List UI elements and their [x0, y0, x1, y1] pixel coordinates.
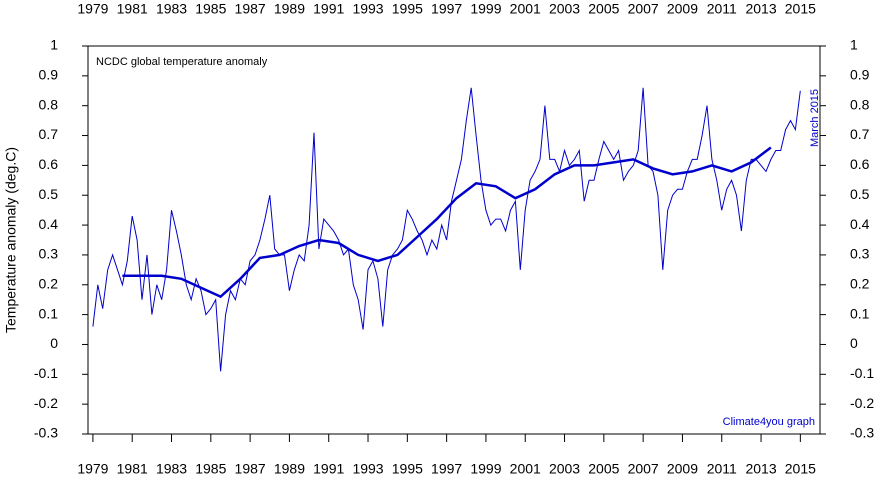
y2-tick-label: -0.3: [850, 425, 874, 441]
x-tick-label: 1999: [470, 461, 501, 477]
x-top-tick-label: 1981: [117, 1, 148, 17]
y2-tick-label: 0.9: [850, 67, 870, 83]
series-line: [122, 146, 772, 299]
x-top-tick-label: 1997: [431, 1, 462, 17]
x-tick-label: 1989: [274, 461, 305, 477]
y-tick-label: 0.5: [39, 186, 59, 202]
y-tick-label: 0.8: [39, 96, 59, 112]
annotation: March 2015: [809, 89, 821, 147]
x-top-tick-label: 1979: [77, 1, 108, 17]
y2-tick-label: 0.8: [850, 96, 870, 112]
y-tick-label: 0.3: [39, 246, 59, 262]
y-tick-label: 0.4: [39, 216, 59, 232]
x-top-tick-label: 2011: [707, 1, 737, 17]
x-tick-label: 2007: [628, 461, 659, 477]
x-top-tick-label: 1993: [352, 1, 383, 17]
x-tick-label: 1991: [313, 461, 344, 477]
y-axis-label: Temperature anomaly (deg.C): [3, 147, 19, 333]
x-tick-label: 2015: [785, 461, 816, 477]
y2-tick-label: 0.5: [850, 186, 870, 202]
x-top-tick-label: 1983: [156, 1, 187, 17]
y-tick-label: 0.1: [39, 305, 59, 321]
x-tick-label: 2011: [707, 461, 737, 477]
y-tick-label: -0.3: [34, 425, 58, 441]
x-top-tick-label: 2015: [785, 1, 816, 17]
x-tick-label: 1983: [156, 461, 187, 477]
x-top-tick-label: 2005: [588, 1, 619, 17]
y2-tick-label: 0: [850, 335, 858, 351]
x-tick-label: 1979: [77, 461, 108, 477]
y-tick-label: 0.6: [39, 156, 59, 172]
x-tick-label: 1993: [352, 461, 383, 477]
y2-tick-label: 0.6: [850, 156, 870, 172]
y-tick-label: 0: [50, 335, 58, 351]
x-top-tick-label: 1989: [274, 1, 305, 17]
x-top-tick-label: 1991: [313, 1, 344, 17]
x-top-tick-label: 1985: [195, 1, 226, 17]
x-tick-label: 2005: [588, 461, 619, 477]
x-tick-label: 1987: [235, 461, 266, 477]
y-tick-label: 0.2: [39, 275, 59, 291]
y2-tick-label: 0.2: [850, 275, 870, 291]
y2-tick-label: -0.1: [850, 365, 874, 381]
y2-tick-label: 0.3: [850, 246, 870, 262]
x-tick-label: 2003: [549, 461, 580, 477]
x-top-tick-label: 2003: [549, 1, 580, 17]
x-tick-label: 1997: [431, 461, 462, 477]
y2-tick-label: 0.4: [850, 216, 870, 232]
x-top-tick-label: 1995: [392, 1, 423, 17]
x-tick-label: 1981: [117, 461, 148, 477]
x-top-tick-label: 1987: [235, 1, 266, 17]
x-tick-label: 1995: [392, 461, 423, 477]
x-tick-label: 2001: [510, 461, 541, 477]
x-tick-label: 2013: [745, 461, 776, 477]
x-tick-label: 2009: [667, 461, 698, 477]
y-tick-label: -0.2: [34, 395, 58, 411]
plot-frame: [87, 45, 821, 435]
y-tick-label: 0.9: [39, 67, 59, 83]
y2-tick-label: 1: [850, 37, 858, 53]
y2-tick-label: -0.2: [850, 395, 874, 411]
credit: Climate4you graph: [723, 416, 815, 428]
x-top-tick-label: 2009: [667, 1, 698, 17]
y-tick-label: 0.7: [39, 126, 59, 142]
y-tick-label: -0.1: [34, 365, 58, 381]
x-top-tick-label: 2007: [628, 1, 659, 17]
x-top-tick-label: 1999: [470, 1, 501, 17]
y-tick-label: 1: [50, 37, 58, 53]
x-top-tick-label: 2001: [510, 1, 541, 17]
x-tick-label: 1985: [195, 461, 226, 477]
y2-tick-label: 0.7: [850, 126, 870, 142]
chart-title: NCDC global temperature anomaly: [96, 56, 268, 68]
series-line: [92, 87, 801, 372]
x-top-tick-label: 2013: [745, 1, 776, 17]
y2-tick-label: 0.1: [850, 305, 870, 321]
